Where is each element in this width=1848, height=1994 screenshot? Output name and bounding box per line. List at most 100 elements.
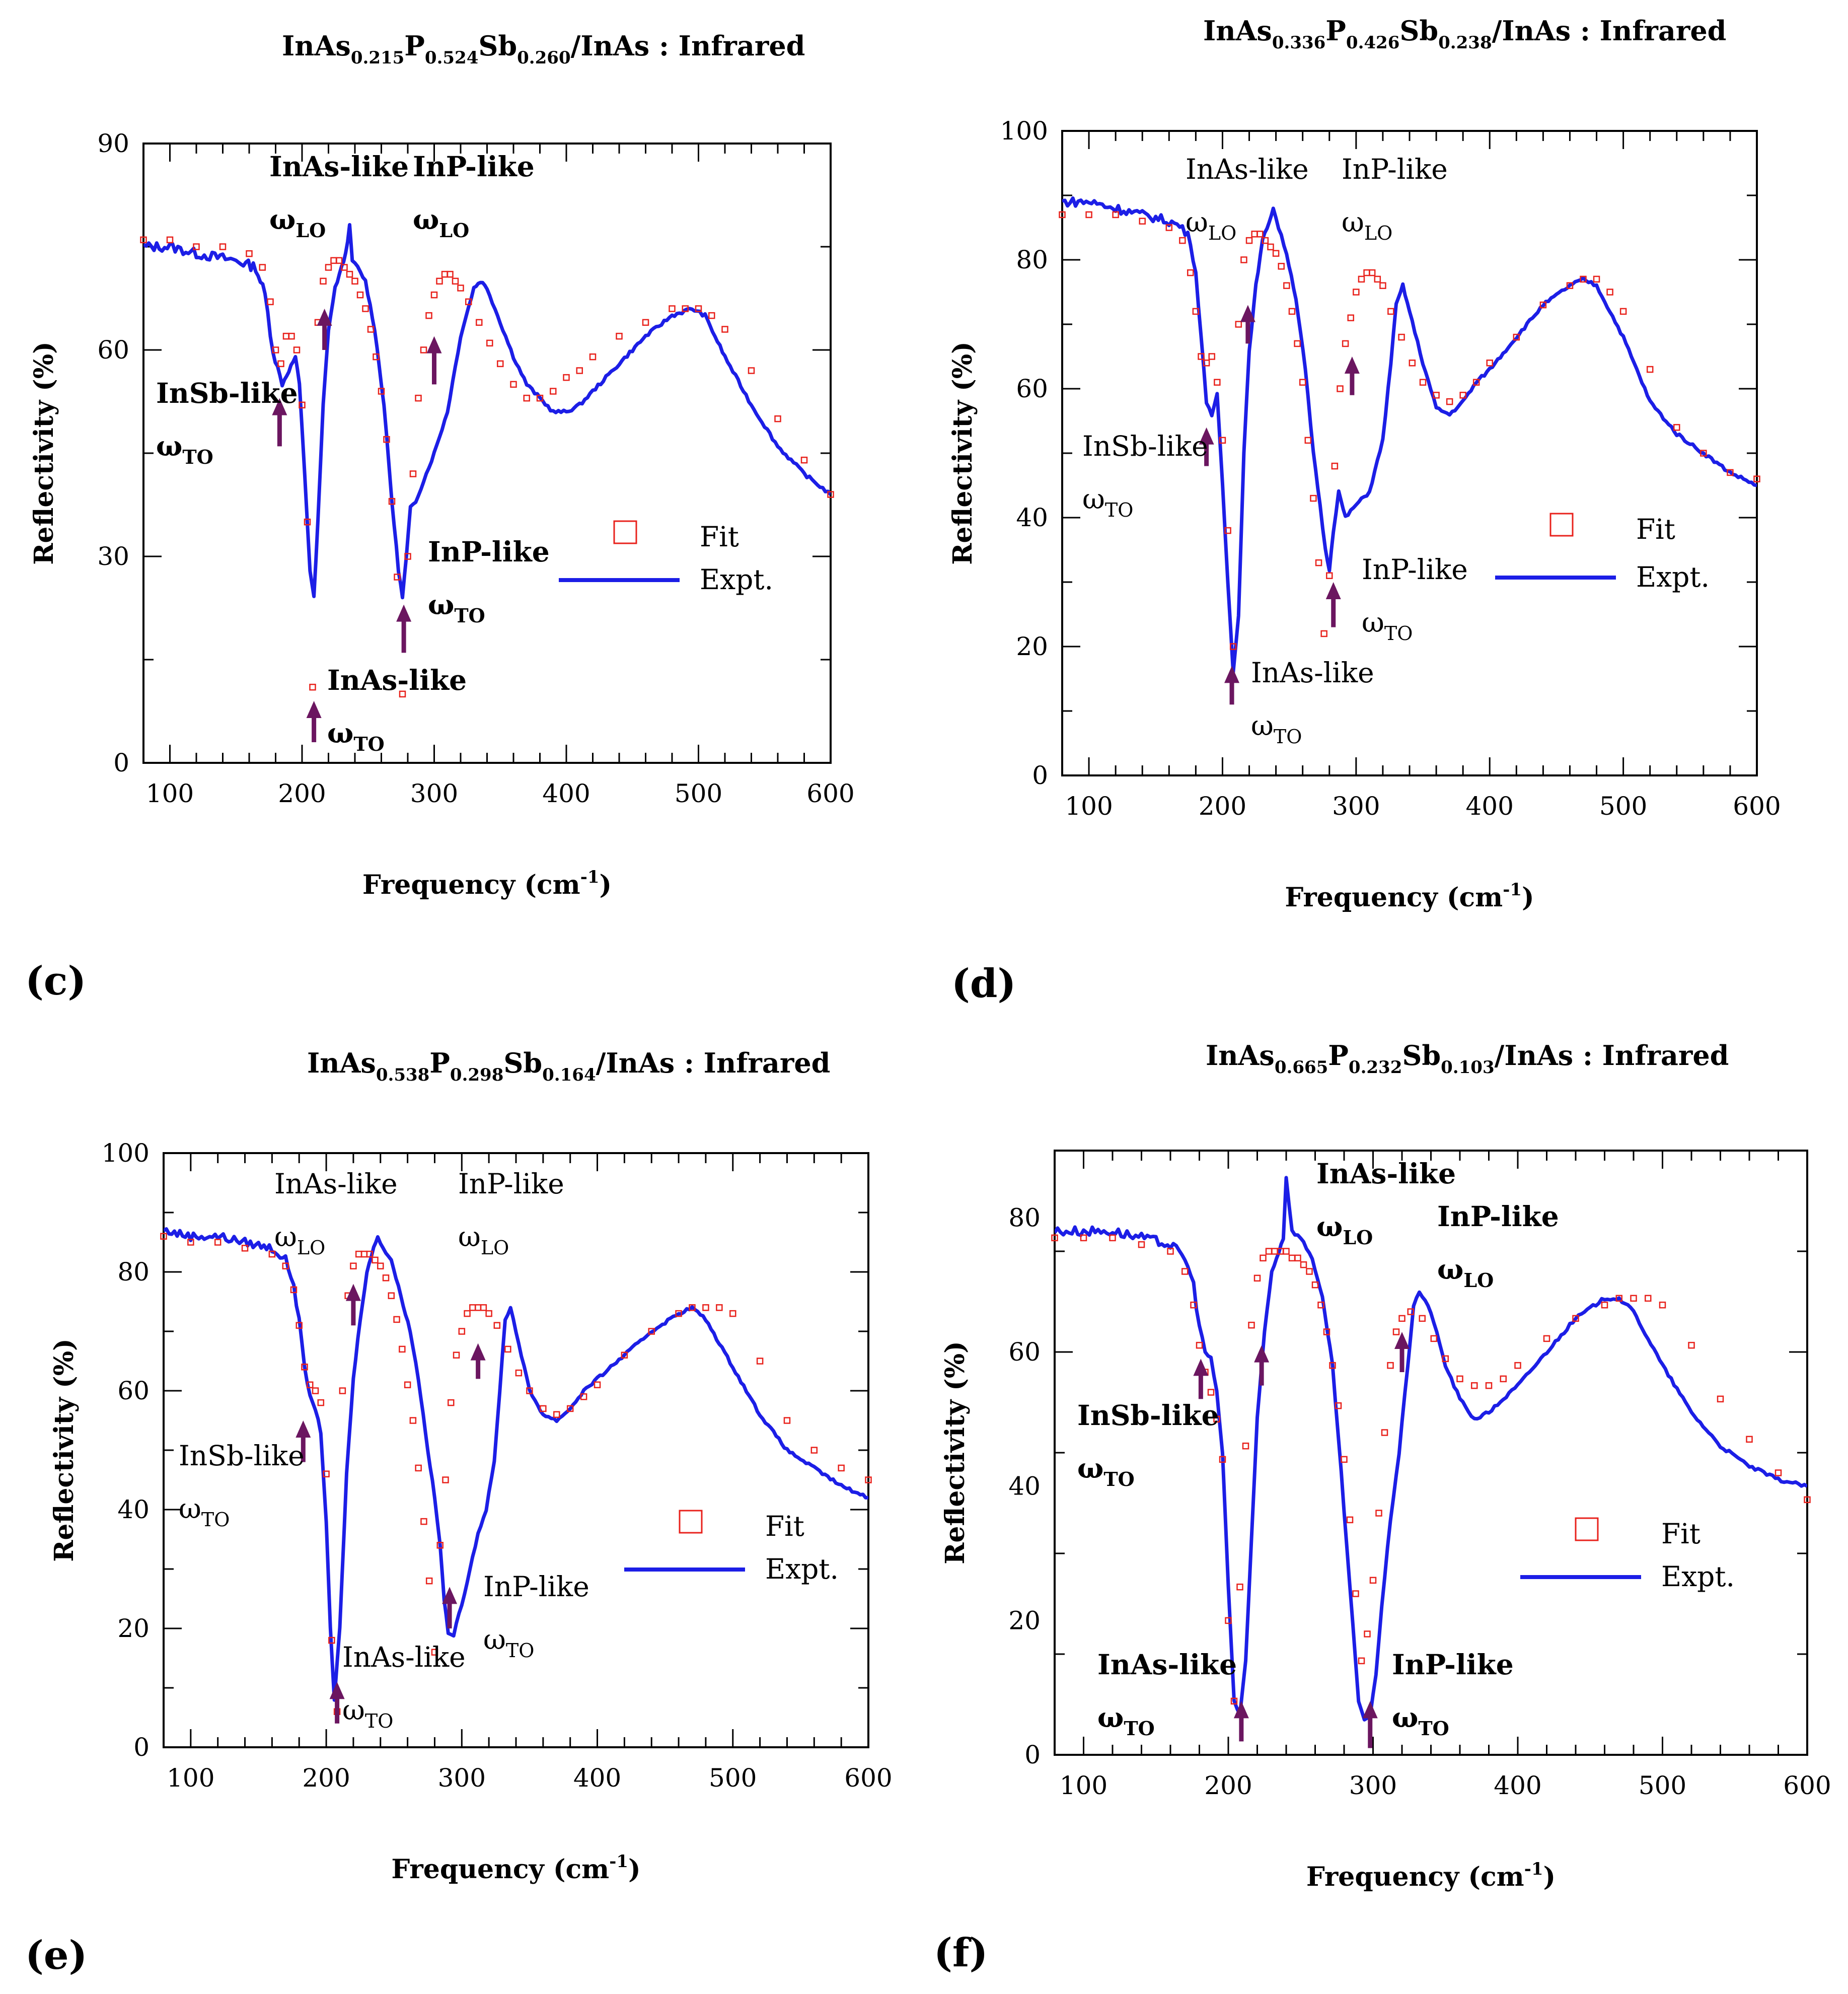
mode-arrow-head: [426, 336, 442, 353]
mode-arrow-head: [396, 604, 412, 622]
annotation-label: InSb-like: [179, 1440, 305, 1472]
x-tick-label: 500: [675, 779, 722, 808]
annotation-mode: ωTO: [428, 588, 485, 627]
fit-point: [689, 1304, 696, 1311]
fit-point: [1446, 398, 1453, 405]
mode-arrow-head: [317, 309, 332, 326]
annotation-mode: ωTO: [1251, 709, 1302, 748]
fit-point: [1335, 1402, 1342, 1409]
fit-point: [458, 1328, 466, 1335]
fit-point: [166, 236, 174, 244]
fit-point: [399, 690, 406, 698]
omega-symbol: ω: [428, 588, 454, 621]
fit-point: [193, 243, 200, 250]
title-subscript: 0.665: [1275, 1057, 1328, 1078]
fit-point: [346, 270, 353, 278]
panel-label: (e): [25, 1933, 87, 1978]
fit-point: [394, 574, 401, 581]
annotation-label: InAs-like: [1186, 153, 1309, 185]
title-subscript: 0.260: [517, 48, 570, 68]
legend-fit-marker: [1575, 1517, 1599, 1541]
fit-point: [415, 394, 422, 402]
fit-point: [1486, 360, 1493, 367]
fit-point: [589, 353, 597, 361]
fit-point: [1315, 559, 1322, 566]
fit-point: [447, 270, 454, 278]
fit-point: [323, 1470, 330, 1477]
fit-point: [1387, 308, 1394, 315]
fit-point: [1358, 1657, 1365, 1665]
fit-point: [576, 367, 583, 374]
title-part: /InAs : Infrared: [596, 1047, 831, 1079]
mode-subscript: TO: [353, 733, 384, 755]
fit-point: [1138, 1241, 1145, 1248]
y-tick-label: 30: [97, 542, 129, 571]
fit-point: [1196, 1341, 1203, 1349]
fit-point: [1214, 379, 1221, 386]
fit-point: [442, 1476, 449, 1483]
fit-point: [409, 470, 417, 477]
title-subscript: 0.232: [1349, 1057, 1402, 1078]
omega-symbol: ω: [342, 1694, 365, 1726]
fit-point: [827, 491, 834, 498]
fit-point: [1299, 379, 1306, 386]
fit-point: [268, 1250, 276, 1258]
fit-point: [1300, 1261, 1307, 1268]
legend-fit-marker: [613, 520, 637, 544]
mode-arrow-head: [272, 398, 287, 415]
fit-point: [1059, 211, 1066, 219]
fit-point: [241, 1245, 249, 1252]
omega-symbol: ω: [1077, 1452, 1103, 1484]
fit-point: [1251, 231, 1258, 238]
title-part: InAs: [1206, 1039, 1275, 1072]
mode-subscript: LO: [481, 1237, 509, 1259]
title-part: InAs: [1203, 15, 1272, 47]
fit-point: [1659, 1301, 1666, 1309]
fit-point: [339, 1387, 346, 1394]
title-part: Sb: [1399, 15, 1438, 47]
legend-expt-label: Expt.: [1636, 561, 1710, 593]
mode-arrow-head: [1233, 1701, 1249, 1719]
fit-point: [474, 1304, 482, 1311]
fit-point: [1225, 1617, 1232, 1624]
fit-point: [1219, 437, 1226, 444]
x-tick-label: 100: [1060, 1771, 1107, 1800]
title-subscript: 0.336: [1272, 33, 1325, 53]
omega-symbol: ω: [1097, 1701, 1124, 1734]
fit-point: [378, 388, 385, 395]
fit-point: [1398, 333, 1405, 341]
annotation-mode: ωLO: [274, 1221, 325, 1259]
annotation-label: InP-like: [428, 535, 550, 568]
fit-point: [1207, 1389, 1215, 1396]
fit-point: [1331, 462, 1339, 470]
fit-point: [409, 1417, 417, 1424]
chart-panel: InAs0.215P0.524Sb0.260/InAs : Infrared 10…: [25, 30, 855, 1004]
x-axis-label: Frequency (cm-1): [1306, 1859, 1556, 1892]
fit-point: [1272, 250, 1280, 257]
fit-point: [404, 553, 411, 560]
fit-point: [1580, 275, 1587, 283]
fit-point: [553, 1411, 560, 1418]
fit-point: [420, 346, 427, 353]
annotation-mode: ωLO: [458, 1221, 509, 1259]
fit-point: [1615, 1295, 1622, 1302]
mode-arrow-head: [1193, 1359, 1209, 1376]
annotation-mode: ωLO: [1186, 206, 1236, 244]
fit-point: [383, 436, 390, 443]
y-tick-label: 80: [1016, 245, 1048, 274]
annotation-label: InAs-like: [274, 1168, 398, 1200]
fit-point: [356, 291, 364, 299]
title-part: /InAs : Infrared: [1492, 15, 1727, 47]
fit-point: [721, 326, 728, 333]
title-part: P: [429, 1047, 450, 1079]
chart-title: InAs0.665P0.232Sb0.103/InAs : Infrared: [1206, 1039, 1729, 1078]
fit-point: [464, 1310, 471, 1317]
annotation-label: InP-like: [1362, 553, 1468, 586]
fit-point: [1265, 1248, 1273, 1255]
annotation-label: InP-like: [483, 1571, 589, 1603]
fit-point: [729, 1310, 736, 1317]
x-axis-label-text: Frequency (cm: [391, 1854, 609, 1885]
y-tick-label: 80: [117, 1257, 150, 1287]
fit-point: [1198, 353, 1205, 360]
fit-point: [480, 1304, 487, 1311]
